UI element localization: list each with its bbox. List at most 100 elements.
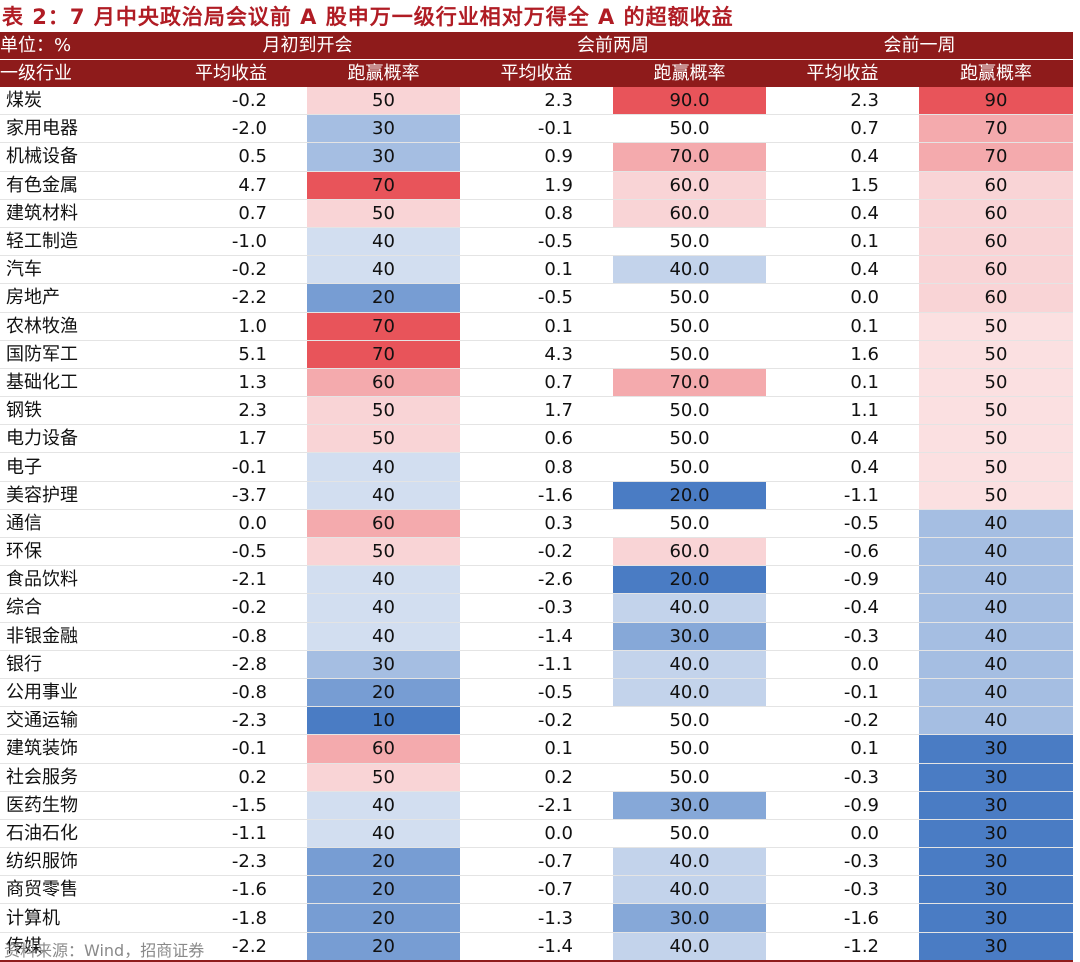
win-rate-cell: 60.0 bbox=[613, 199, 766, 228]
industry-cell: 银行 bbox=[0, 650, 155, 679]
win-rate-cell: 30 bbox=[919, 847, 1073, 877]
avg-return-cell: -2.0 bbox=[155, 114, 307, 144]
table-row: 医药生物 -1.5 40 -2.1 30.0 -0.9 30 bbox=[0, 791, 1073, 820]
avg-return-cell: 0.8 bbox=[460, 452, 613, 482]
avg-return-cell: -0.5 bbox=[460, 678, 613, 708]
avg-return-cell: 0.1 bbox=[766, 368, 919, 398]
avg-return-cell: 0.2 bbox=[460, 763, 613, 792]
avg-return-cell: -0.8 bbox=[155, 678, 307, 708]
win-rate-cell: 60 bbox=[919, 171, 1073, 200]
win-rate-cell: 60 bbox=[919, 255, 1073, 285]
avg-return-cell: -1.6 bbox=[766, 903, 919, 933]
avg-return-cell: 1.7 bbox=[460, 396, 613, 426]
avg-return-cell: -1.3 bbox=[460, 903, 613, 933]
table-title: 表 2：7 月中央政治局会议前 A 股申万一级行业相对万得全 A 的超额收益 bbox=[2, 5, 734, 29]
win-rate-cell: 20.0 bbox=[613, 481, 766, 510]
win-rate-cell: 40.0 bbox=[613, 650, 766, 679]
column-header-win-rate: 跑赢概率 bbox=[919, 59, 1073, 87]
win-rate-cell: 40 bbox=[919, 509, 1073, 539]
avg-return-cell: 0.9 bbox=[460, 142, 613, 172]
table-row: 食品饮料 -2.1 40 -2.6 20.0 -0.9 40 bbox=[0, 565, 1073, 595]
table-row: 农林牧渔 1.0 70 0.1 50.0 0.1 50 bbox=[0, 312, 1073, 341]
industry-cell: 公用事业 bbox=[0, 678, 155, 708]
win-rate-cell: 50.0 bbox=[613, 312, 766, 341]
industry-cell: 环保 bbox=[0, 537, 155, 567]
industry-cell: 商贸零售 bbox=[0, 875, 155, 905]
avg-return-cell: 0.4 bbox=[766, 452, 919, 482]
win-rate-cell: 40.0 bbox=[613, 678, 766, 708]
table-row: 非银金融 -0.8 40 -1.4 30.0 -0.3 40 bbox=[0, 622, 1073, 651]
table-row: 公用事业 -0.8 20 -0.5 40.0 -0.1 40 bbox=[0, 678, 1073, 708]
win-rate-cell: 60 bbox=[919, 283, 1073, 313]
win-rate-cell: 60 bbox=[919, 227, 1073, 257]
win-rate-cell: 30 bbox=[919, 875, 1073, 905]
table-row: 电子 -0.1 40 0.8 50.0 0.4 50 bbox=[0, 452, 1073, 482]
unit-label: 单位：% bbox=[0, 32, 155, 60]
avg-return-cell: -1.1 bbox=[766, 481, 919, 510]
win-rate-cell: 40 bbox=[307, 227, 460, 257]
avg-return-cell: 0.4 bbox=[766, 255, 919, 285]
column-header-avg-return: 平均收益 bbox=[766, 59, 919, 87]
table-body: 煤炭 -0.2 50 2.3 90.0 2.3 90 家用电器 -2.0 30 -0.1 50.0 0.… bbox=[0, 87, 1073, 962]
win-rate-cell: 40 bbox=[919, 593, 1073, 623]
industry-cell: 纺织服饰 bbox=[0, 847, 155, 877]
win-rate-cell: 30 bbox=[307, 114, 460, 144]
avg-return-cell: -0.2 bbox=[460, 706, 613, 736]
win-rate-cell: 40.0 bbox=[613, 255, 766, 285]
win-rate-cell: 70 bbox=[307, 312, 460, 341]
industry-cell: 社会服务 bbox=[0, 763, 155, 792]
avg-return-cell: -0.3 bbox=[766, 875, 919, 905]
avg-return-cell: 4.3 bbox=[460, 340, 613, 369]
avg-return-cell: 0.4 bbox=[766, 424, 919, 454]
avg-return-cell: 0.4 bbox=[766, 142, 919, 172]
table-row: 电力设备 1.7 50 0.6 50.0 0.4 50 bbox=[0, 424, 1073, 454]
industry-cell: 计算机 bbox=[0, 903, 155, 933]
table-row: 银行 -2.8 30 -1.1 40.0 0.0 40 bbox=[0, 650, 1073, 679]
win-rate-cell: 30 bbox=[919, 903, 1073, 933]
industry-cell: 通信 bbox=[0, 509, 155, 539]
avg-return-cell: -0.3 bbox=[766, 847, 919, 877]
win-rate-cell: 40.0 bbox=[613, 875, 766, 905]
avg-return-cell: 1.0 bbox=[155, 312, 307, 341]
win-rate-cell: 70 bbox=[307, 171, 460, 200]
avg-return-cell: 0.7 bbox=[460, 368, 613, 398]
avg-return-cell: -1.8 bbox=[155, 903, 307, 933]
avg-return-cell: 1.3 bbox=[155, 368, 307, 398]
avg-return-cell: -1.1 bbox=[460, 650, 613, 679]
group-header-month-to-meeting: 月初到开会 bbox=[155, 32, 460, 60]
win-rate-cell: 50 bbox=[919, 368, 1073, 398]
win-rate-cell: 70 bbox=[919, 114, 1073, 144]
avg-return-cell: 0.1 bbox=[460, 312, 613, 341]
avg-return-cell: 0.2 bbox=[155, 763, 307, 792]
avg-return-cell: 1.6 bbox=[766, 340, 919, 369]
industry-cell: 建筑装饰 bbox=[0, 734, 155, 764]
win-rate-cell: 20 bbox=[307, 875, 460, 905]
avg-return-cell: -1.1 bbox=[155, 819, 307, 849]
win-rate-cell: 40 bbox=[307, 593, 460, 623]
win-rate-cell: 60.0 bbox=[613, 537, 766, 567]
avg-return-cell: -1.5 bbox=[155, 791, 307, 820]
win-rate-cell: 30 bbox=[919, 819, 1073, 849]
win-rate-cell: 40.0 bbox=[613, 593, 766, 623]
avg-return-cell: 0.4 bbox=[766, 199, 919, 228]
table-row: 建筑材料 0.7 50 0.8 60.0 0.4 60 bbox=[0, 199, 1073, 228]
avg-return-cell: -2.2 bbox=[155, 283, 307, 313]
table-row: 石油石化 -1.1 40 0.0 50.0 0.0 30 bbox=[0, 819, 1073, 849]
avg-return-cell: 1.9 bbox=[460, 171, 613, 200]
avg-return-cell: 0.5 bbox=[155, 142, 307, 172]
win-rate-cell: 50.0 bbox=[613, 819, 766, 849]
group-header-one-week: 会前一周 bbox=[766, 32, 1073, 60]
industry-cell: 轻工制造 bbox=[0, 227, 155, 257]
avg-return-cell: -0.2 bbox=[155, 87, 307, 116]
win-rate-cell: 40 bbox=[307, 255, 460, 285]
win-rate-cell: 10 bbox=[307, 706, 460, 736]
avg-return-cell: -1.6 bbox=[460, 481, 613, 510]
column-header-win-rate: 跑赢概率 bbox=[307, 59, 460, 87]
table-row: 有色金属 4.7 70 1.9 60.0 1.5 60 bbox=[0, 171, 1073, 200]
win-rate-cell: 50.0 bbox=[613, 396, 766, 426]
win-rate-cell: 20 bbox=[307, 932, 460, 962]
win-rate-cell: 60 bbox=[307, 734, 460, 764]
win-rate-cell: 50 bbox=[307, 87, 460, 116]
table-row: 家用电器 -2.0 30 -0.1 50.0 0.7 70 bbox=[0, 114, 1073, 144]
industry-cell: 医药生物 bbox=[0, 791, 155, 820]
